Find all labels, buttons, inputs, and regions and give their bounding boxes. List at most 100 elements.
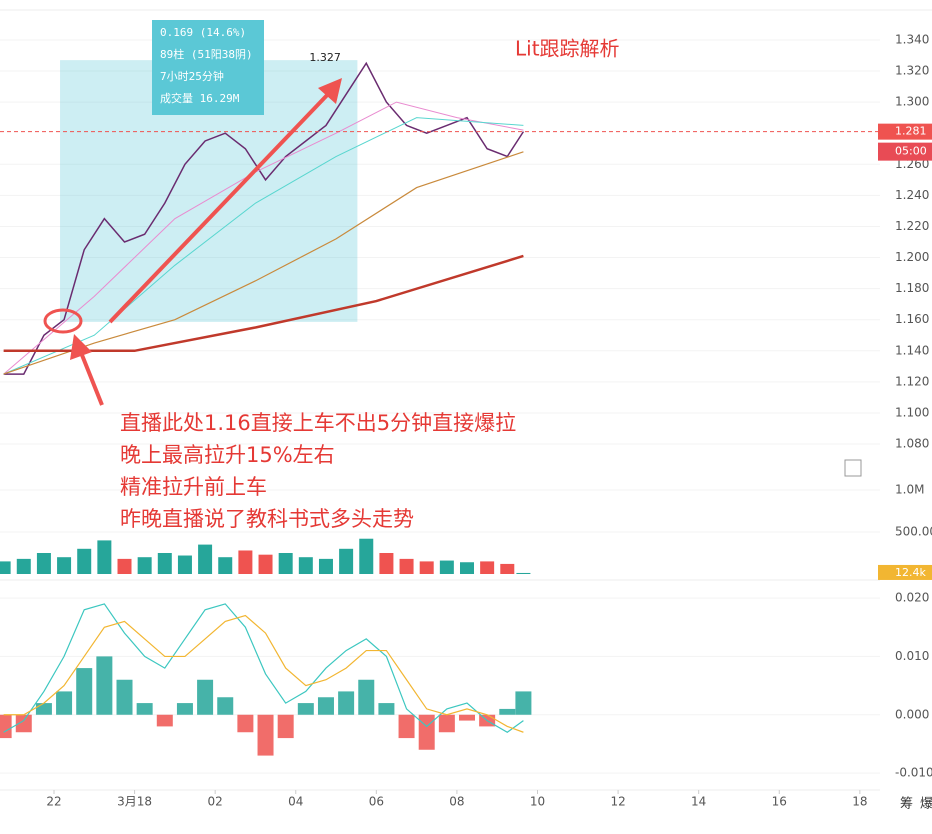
x-tick-label: 22 bbox=[46, 795, 61, 809]
volume-bar bbox=[318, 558, 333, 574]
volume-bar bbox=[359, 538, 374, 574]
y-tick-label: 1.100 bbox=[895, 405, 929, 419]
macd-bar bbox=[317, 697, 334, 715]
x-tick-label: 16 bbox=[772, 795, 787, 809]
macd-bar bbox=[418, 714, 435, 750]
price-label: 1.281 bbox=[895, 125, 927, 138]
volume-bar bbox=[339, 548, 354, 574]
time-tag bbox=[878, 142, 932, 161]
x-tick-label: 18 bbox=[852, 795, 867, 809]
macd-bar bbox=[35, 703, 52, 715]
series-line bbox=[3, 61, 525, 375]
macd-bar bbox=[217, 697, 234, 715]
arrow-up bbox=[108, 88, 334, 324]
annotation: 昨晚直播说了教科书式多头走势 bbox=[120, 507, 414, 531]
series-line bbox=[3, 101, 524, 375]
y-tick-label: 1.200 bbox=[895, 250, 929, 264]
volume-bar bbox=[238, 550, 253, 574]
info-line: 成交量 16.29M bbox=[160, 91, 240, 105]
y-tick-label: 0.000 bbox=[895, 707, 929, 721]
macd-bar bbox=[96, 656, 113, 715]
volume-bar bbox=[459, 562, 474, 574]
volume-tag bbox=[878, 564, 932, 580]
arrow-head bbox=[318, 78, 342, 104]
macd-bar bbox=[338, 691, 355, 715]
price-tag bbox=[878, 123, 932, 140]
macd-bar bbox=[15, 714, 32, 733]
x-tick-label: 12 bbox=[610, 795, 625, 809]
series-line bbox=[3, 117, 524, 375]
macd-bar bbox=[136, 703, 153, 715]
macd-bar bbox=[116, 679, 133, 715]
volume-bar bbox=[198, 544, 213, 574]
volume-bar bbox=[298, 557, 313, 574]
macd-bar bbox=[0, 714, 12, 739]
x-tick-label: 02 bbox=[208, 795, 223, 809]
expand-icon[interactable] bbox=[844, 459, 862, 477]
info-line: 7小时25分钟 bbox=[160, 69, 224, 83]
y-tick-label: 1.080 bbox=[895, 437, 929, 451]
info-line: 0.169 (14.6%) bbox=[160, 26, 246, 39]
volume-bar bbox=[516, 572, 531, 574]
series-line bbox=[3, 603, 524, 733]
volume-bar bbox=[0, 561, 11, 574]
macd-bar bbox=[156, 714, 173, 727]
y-tick-label: 1.0M bbox=[895, 482, 924, 496]
volume-bar bbox=[278, 552, 293, 574]
high-label: 1.327 bbox=[309, 51, 341, 64]
series-line bbox=[3, 614, 524, 733]
info-line: 89柱 (51阳38阴) bbox=[160, 47, 253, 61]
volume-bar bbox=[177, 555, 192, 574]
x-tick-label: 3月18 bbox=[117, 795, 152, 809]
volume-bar bbox=[117, 558, 132, 574]
x-tick-label: 08 bbox=[449, 795, 464, 809]
macd-bar bbox=[56, 691, 73, 715]
macd-bar bbox=[76, 668, 93, 715]
y-tick-label: 0.020 bbox=[895, 591, 929, 605]
macd-bar bbox=[197, 679, 214, 715]
volume-bar bbox=[218, 557, 233, 574]
series-line bbox=[3, 151, 524, 375]
y-tick-label: 1.300 bbox=[895, 95, 929, 109]
y-tick-label: 500.00k bbox=[895, 524, 932, 538]
volume-bar bbox=[439, 560, 454, 574]
time-label: 05:00 bbox=[895, 145, 927, 158]
y-tick-label: 1.140 bbox=[895, 343, 929, 357]
macd-bar bbox=[297, 703, 314, 715]
macd-bar bbox=[257, 714, 274, 756]
arrow-head bbox=[70, 334, 92, 360]
macd-bar bbox=[378, 703, 395, 715]
volume-bar bbox=[399, 558, 414, 574]
volume-bar bbox=[419, 561, 434, 574]
y-tick-label: 1.220 bbox=[895, 219, 929, 233]
macd-bar bbox=[277, 714, 294, 739]
volume-label: 12.4k bbox=[895, 566, 926, 579]
macd-bar bbox=[176, 703, 193, 715]
annotation: 直播此处1.16直接上车不出5分钟直接爆拉 bbox=[120, 411, 516, 435]
volume-bar bbox=[36, 552, 51, 574]
y-tick-label: 1.340 bbox=[895, 32, 929, 46]
side-tab[interactable]: 爆 bbox=[920, 797, 932, 812]
macd-bar bbox=[515, 691, 532, 715]
series-line bbox=[3, 254, 524, 353]
x-tick-label: 10 bbox=[530, 795, 545, 809]
macd-bar bbox=[499, 708, 516, 715]
title: Lit跟踪解析 bbox=[515, 37, 620, 61]
macd-bar bbox=[398, 714, 415, 739]
side-tab[interactable]: 筹 bbox=[900, 796, 913, 812]
volume-bar bbox=[16, 558, 31, 574]
macd-bar bbox=[237, 714, 254, 733]
macd-bar bbox=[358, 679, 375, 715]
y-tick-label: 1.180 bbox=[895, 281, 929, 295]
volume-bar bbox=[57, 557, 72, 574]
macd-bar bbox=[438, 714, 455, 733]
arrow-pointer bbox=[78, 349, 104, 406]
y-tick-label: -0.010 bbox=[895, 766, 932, 780]
volume-bar bbox=[77, 548, 92, 574]
volume-bar bbox=[379, 552, 394, 574]
volume-bar bbox=[500, 563, 515, 574]
volume-bar bbox=[137, 557, 152, 574]
y-tick-label: 1.240 bbox=[895, 188, 929, 202]
